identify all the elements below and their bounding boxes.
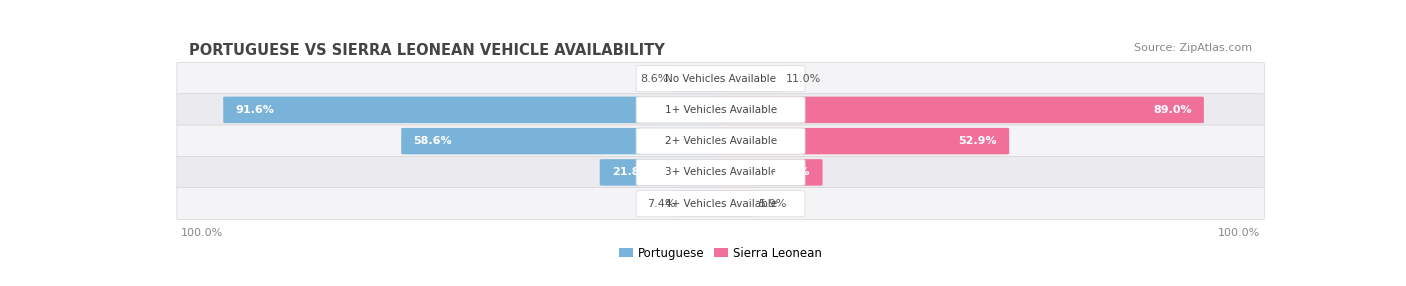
FancyBboxPatch shape: [636, 128, 806, 154]
Text: 2+ Vehicles Available: 2+ Vehicles Available: [665, 136, 776, 146]
FancyBboxPatch shape: [717, 159, 823, 186]
FancyBboxPatch shape: [401, 128, 724, 154]
FancyBboxPatch shape: [177, 94, 1264, 126]
FancyBboxPatch shape: [717, 190, 755, 217]
Text: 7.4%: 7.4%: [647, 199, 675, 209]
FancyBboxPatch shape: [717, 128, 1010, 154]
Text: Source: ZipAtlas.com: Source: ZipAtlas.com: [1135, 43, 1253, 53]
Text: No Vehicles Available: No Vehicles Available: [665, 74, 776, 84]
FancyBboxPatch shape: [636, 159, 806, 186]
Text: 52.9%: 52.9%: [959, 136, 997, 146]
Text: 58.6%: 58.6%: [413, 136, 451, 146]
FancyBboxPatch shape: [636, 97, 806, 123]
FancyBboxPatch shape: [678, 190, 724, 217]
Text: 3+ Vehicles Available: 3+ Vehicles Available: [665, 167, 776, 177]
Text: 91.6%: 91.6%: [235, 105, 274, 115]
Text: 100.0%: 100.0%: [181, 228, 224, 238]
FancyBboxPatch shape: [636, 190, 806, 217]
Text: 5.9%: 5.9%: [758, 199, 786, 209]
Text: 100.0%: 100.0%: [1218, 228, 1260, 238]
FancyBboxPatch shape: [224, 97, 724, 123]
Text: 4+ Vehicles Available: 4+ Vehicles Available: [665, 199, 776, 209]
FancyBboxPatch shape: [177, 125, 1264, 157]
FancyBboxPatch shape: [177, 156, 1264, 188]
Text: 11.0%: 11.0%: [786, 74, 821, 84]
Legend: Portuguese, Sierra Leonean: Portuguese, Sierra Leonean: [619, 247, 823, 260]
FancyBboxPatch shape: [177, 188, 1264, 220]
FancyBboxPatch shape: [636, 65, 806, 92]
Text: 1+ Vehicles Available: 1+ Vehicles Available: [665, 105, 776, 115]
FancyBboxPatch shape: [717, 65, 783, 92]
FancyBboxPatch shape: [671, 65, 724, 92]
FancyBboxPatch shape: [177, 62, 1264, 95]
Text: 89.0%: 89.0%: [1153, 105, 1192, 115]
Text: 21.8%: 21.8%: [612, 167, 651, 177]
FancyBboxPatch shape: [717, 97, 1204, 123]
Text: 8.6%: 8.6%: [640, 74, 669, 84]
Text: 18.3%: 18.3%: [772, 167, 811, 177]
Text: PORTUGUESE VS SIERRA LEONEAN VEHICLE AVAILABILITY: PORTUGUESE VS SIERRA LEONEAN VEHICLE AVA…: [188, 43, 665, 58]
FancyBboxPatch shape: [600, 159, 724, 186]
